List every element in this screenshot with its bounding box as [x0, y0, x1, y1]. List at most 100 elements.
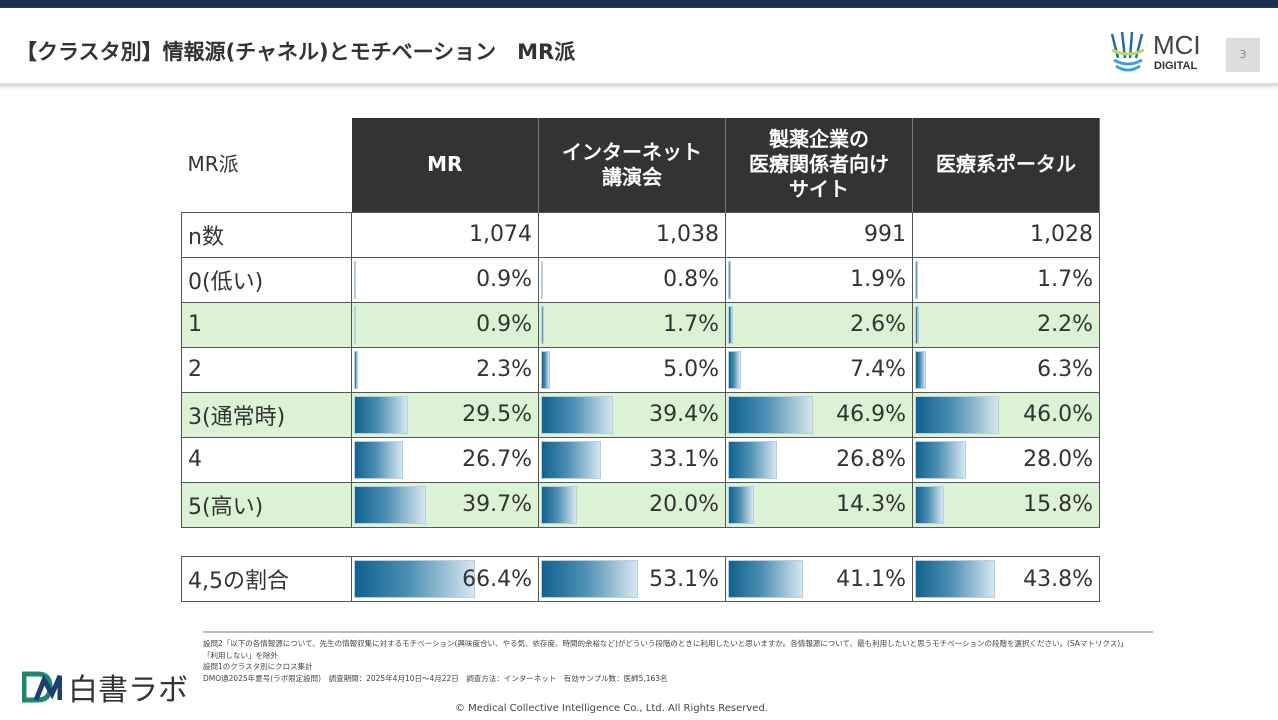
value-cell: 43.8%	[912, 556, 1100, 602]
row-label: 2	[181, 346, 352, 393]
value-text: 15.8%	[1023, 492, 1093, 517]
data-bar	[541, 485, 578, 524]
data-bar	[915, 485, 944, 524]
value-cell: 1,028	[912, 211, 1100, 258]
value-text: 53.1%	[649, 566, 719, 592]
value-cell: 14.3%	[725, 481, 913, 528]
value-text: 5.0%	[663, 357, 719, 382]
data-bar	[354, 560, 475, 598]
data-bar	[728, 305, 733, 344]
data-bar	[354, 350, 359, 389]
footnote: DMO通2025年夏号(ラボ限定設問) 調査期間：2025年4月10日～4月22…	[203, 673, 668, 683]
crown-logo-icon	[1110, 31, 1145, 72]
value-cell: 7.4%	[725, 346, 913, 393]
value-text: 46.0%	[1023, 402, 1093, 427]
value-cell: 1,038	[538, 211, 726, 258]
data-bar	[541, 260, 543, 299]
value-cell: 15.8%	[912, 481, 1100, 528]
value-cell: 2.6%	[725, 301, 913, 348]
value-text: 39.7%	[462, 492, 532, 517]
value-text: 1,028	[1030, 222, 1093, 247]
summary-table: 4,5の割合 66.4% 53.1% 41.1% 43.8%	[181, 556, 1100, 602]
data-bar	[541, 560, 638, 598]
value-cell: 6.3%	[912, 346, 1100, 393]
table-row: 3(通常時) 29.5% 39.4% 46.9% 46.0%	[181, 391, 1100, 438]
data-bar	[915, 260, 919, 299]
value-cell: 46.9%	[725, 391, 913, 438]
value-text: 14.3%	[836, 492, 906, 517]
value-cell: 46.0%	[912, 391, 1100, 438]
data-bar	[915, 305, 919, 344]
value-cell: 20.0%	[538, 481, 726, 528]
column-header: インターネット 講演会	[538, 118, 726, 212]
data-bar	[728, 395, 814, 434]
value-text: 28.0%	[1023, 447, 1093, 472]
value-cell: 1.7%	[912, 256, 1100, 303]
cluster-label: MR派	[181, 118, 352, 212]
value-cell: 0.9%	[351, 256, 539, 303]
footnote: 設問1のクラスタ別にクロス集計	[203, 662, 313, 671]
value-text: 991	[864, 222, 906, 247]
row-label: 1	[181, 301, 352, 348]
data-bar	[541, 350, 551, 389]
row-label: 5(高い)	[181, 481, 352, 528]
value-text: 26.7%	[462, 447, 532, 472]
value-text: 2.2%	[1037, 312, 1093, 337]
value-text: 2.6%	[850, 312, 906, 337]
value-text: 66.4%	[462, 566, 532, 592]
data-bar	[354, 305, 356, 344]
value-cell: 66.4%	[351, 556, 539, 602]
value-cell: 5.0%	[538, 346, 726, 393]
data-bar	[541, 305, 545, 344]
value-text: 43.8%	[1023, 566, 1093, 592]
data-bar	[354, 395, 408, 434]
row-label: 4	[181, 436, 352, 483]
data-bar	[354, 485, 427, 524]
value-text: 1.7%	[663, 312, 719, 337]
value-cell: 33.1%	[538, 436, 726, 483]
data-bar	[728, 260, 732, 299]
value-cell: 0.8%	[538, 256, 726, 303]
value-text: 2.3%	[476, 357, 532, 382]
value-text: 39.4%	[649, 402, 719, 427]
table-row: 2 2.3% 5.0% 7.4% 6.3%	[181, 346, 1100, 393]
value-text: 29.5%	[462, 402, 532, 427]
value-cell: 26.8%	[725, 436, 913, 483]
value-cell: 1.7%	[538, 301, 726, 348]
data-bar	[354, 260, 356, 299]
row-label: 3(通常時)	[181, 391, 352, 438]
data-bar	[541, 440, 602, 479]
column-header: 医療系ポータル	[912, 118, 1100, 212]
value-cell: 39.4%	[538, 391, 726, 438]
hakusho-lab-logo: 白書ラボ	[22, 665, 188, 709]
footnote: 「利用しない」を除外	[203, 650, 278, 660]
value-cell: 39.7%	[351, 481, 539, 528]
slide-header: 【クラスタ別】情報源(チャネル)とモチベーション MR派 MCI DIGITAL…	[0, 8, 1278, 86]
value-cell: 2.2%	[912, 301, 1100, 348]
mci-digital-logo: MCI DIGITAL	[1108, 28, 1218, 80]
page-title: 【クラスタ別】情報源(チャネル)とモチベーション MR派	[16, 40, 576, 64]
footer-divider	[203, 631, 1153, 633]
row-label: n数	[181, 211, 352, 258]
value-text: 41.1%	[836, 566, 906, 592]
value-cell: 41.1%	[725, 556, 913, 602]
hakusho-lab-mark-icon	[22, 671, 62, 703]
value-cell: 29.5%	[351, 391, 539, 438]
table-row: 1 0.9% 1.7% 2.6% 2.2%	[181, 301, 1100, 348]
data-bar	[728, 485, 755, 524]
value-text: 1,074	[469, 222, 532, 247]
footnotes: 設問2「以下の各情報源について、先生の情報収集に対するモチベーション(興味度合い…	[203, 638, 1233, 684]
data-bar	[915, 395, 999, 434]
table-row: 4 26.7% 33.1% 26.8% 28.0%	[181, 436, 1100, 483]
page-number: 3	[1226, 38, 1260, 72]
value-cell: 53.1%	[538, 556, 726, 602]
value-text: 1.9%	[850, 267, 906, 292]
column-header: 製薬企業の 医療関係者向け サイト	[725, 118, 913, 212]
value-cell: 991	[725, 211, 913, 258]
value-cell: 1,074	[351, 211, 539, 258]
row-label: 4,5の割合	[181, 556, 352, 602]
value-text: 0.9%	[476, 312, 532, 337]
data-bar	[728, 350, 742, 389]
data-bar	[915, 560, 995, 598]
value-text: 1,038	[656, 222, 719, 247]
